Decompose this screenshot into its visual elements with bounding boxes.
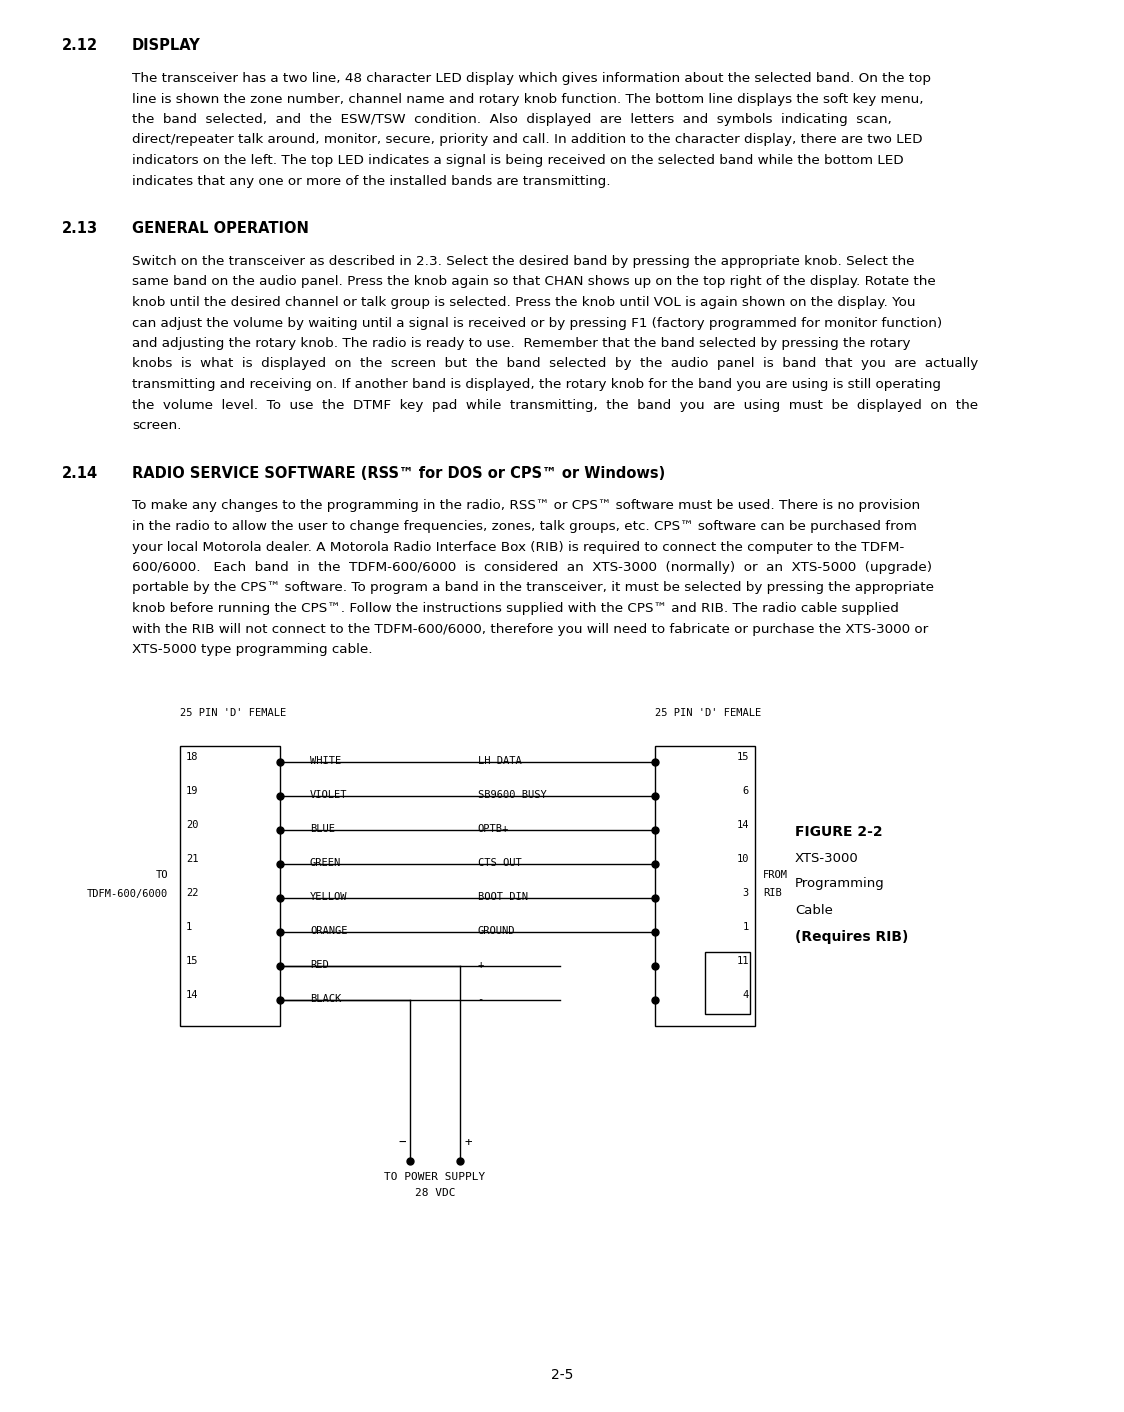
Bar	[655, 746, 755, 1025]
Text: 21: 21	[185, 853, 199, 864]
Text: 14: 14	[736, 819, 749, 829]
Text: 19: 19	[185, 785, 199, 795]
Text: 2.14: 2.14	[62, 466, 98, 480]
Text: 4: 4	[743, 990, 749, 1000]
Text: SB9600 BUSY: SB9600 BUSY	[478, 791, 546, 801]
Text: BLUE: BLUE	[310, 825, 335, 834]
Text: +: +	[464, 1137, 472, 1149]
Text: LH DATA: LH DATA	[478, 757, 522, 767]
Text: line is shown the zone number, channel name and rotary knob function. The bottom: line is shown the zone number, channel n…	[132, 93, 924, 106]
Text: 28 VDC: 28 VDC	[415, 1189, 455, 1199]
Text: knobs  is  what  is  displayed  on  the  screen  but  the  band  selected  by  t: knobs is what is displayed on the screen…	[132, 357, 978, 370]
Text: −: −	[398, 1137, 406, 1149]
Text: 2-5: 2-5	[551, 1368, 573, 1382]
Text: (Requires RIB): (Requires RIB)	[795, 929, 908, 943]
Text: GROUND: GROUND	[478, 926, 515, 936]
Text: the  band  selected,  and  the  ESW/TSW  condition.  Also  displayed  are  lette: the band selected, and the ESW/TSW condi…	[132, 113, 891, 126]
Text: +: +	[478, 960, 483, 970]
Text: with the RIB will not connect to the TDFM-600/6000, therefore you will need to f: with the RIB will not connect to the TDF…	[132, 623, 928, 635]
Text: BLACK: BLACK	[310, 994, 342, 1004]
Text: 15: 15	[185, 956, 199, 966]
Text: To make any changes to the programming in the radio, RSS™ or CPS™ software must : To make any changes to the programming i…	[132, 500, 921, 513]
Text: -: -	[478, 994, 483, 1004]
Text: WHITE: WHITE	[310, 757, 342, 767]
Text: direct/repeater talk around, monitor, secure, priority and call. In addition to : direct/repeater talk around, monitor, se…	[132, 134, 923, 147]
Text: 2.13: 2.13	[62, 222, 98, 236]
Text: ORANGE: ORANGE	[310, 926, 347, 936]
Text: GENERAL OPERATION: GENERAL OPERATION	[132, 222, 309, 236]
Text: 3: 3	[743, 888, 749, 898]
Text: VIOLET: VIOLET	[310, 791, 347, 801]
Text: 11: 11	[736, 956, 749, 966]
Text: transmitting and receiving on. If another band is displayed, the rotary knob for: transmitting and receiving on. If anothe…	[132, 378, 941, 391]
Text: 25 PIN 'D' FEMALE: 25 PIN 'D' FEMALE	[180, 709, 287, 719]
Text: The transceiver has a two line, 48 character LED display which gives information: The transceiver has a two line, 48 chara…	[132, 72, 931, 85]
Text: TO: TO	[155, 871, 167, 881]
Bar	[180, 746, 280, 1025]
Text: YELLOW: YELLOW	[310, 892, 347, 902]
Text: TO POWER SUPPLY: TO POWER SUPPLY	[384, 1172, 486, 1182]
Text: Programming: Programming	[795, 877, 885, 891]
Text: your local Motorola dealer. A Motorola Radio Interface Box (RIB) is required to : your local Motorola dealer. A Motorola R…	[132, 541, 904, 554]
Text: 15: 15	[736, 751, 749, 761]
Text: 600/6000.   Each  band  in  the  TDFM-600/6000  is  considered  an  XTS-3000  (n: 600/6000. Each band in the TDFM-600/6000…	[132, 561, 932, 575]
Text: RADIO SERVICE SOFTWARE (RSS™ for DOS or CPS™ or Windows): RADIO SERVICE SOFTWARE (RSS™ for DOS or …	[132, 466, 665, 480]
Text: GREEN: GREEN	[310, 858, 342, 868]
Text: XTS-5000 type programming cable.: XTS-5000 type programming cable.	[132, 642, 373, 657]
Text: RED: RED	[310, 960, 328, 970]
Text: can adjust the volume by waiting until a signal is received or by pressing F1 (f: can adjust the volume by waiting until a…	[132, 316, 942, 329]
Text: indicates that any one or more of the installed bands are transmitting.: indicates that any one or more of the in…	[132, 175, 610, 188]
Text: indicators on the left. The top LED indicates a signal is being received on the : indicators on the left. The top LED indi…	[132, 154, 904, 167]
Text: in the radio to allow the user to change frequencies, zones, talk groups, etc. C: in the radio to allow the user to change…	[132, 520, 917, 532]
Text: Cable: Cable	[795, 904, 833, 916]
Text: same band on the audio panel. Press the knob again so that CHAN shows up on the : same band on the audio panel. Press the …	[132, 275, 936, 288]
Text: RIB: RIB	[763, 888, 782, 898]
Text: BOOT DIN: BOOT DIN	[478, 892, 527, 902]
Text: 2.12: 2.12	[62, 38, 98, 54]
Text: knob until the desired channel or talk group is selected. Press the knob until V: knob until the desired channel or talk g…	[132, 297, 916, 309]
Text: OPTB+: OPTB+	[478, 825, 509, 834]
Text: the  volume  level.  To  use  the  DTMF  key  pad  while  transmitting,  the  ba: the volume level. To use the DTMF key pa…	[132, 398, 978, 411]
Text: and adjusting the rotary knob. The radio is ready to use.  Remember that the ban: and adjusting the rotary knob. The radio…	[132, 337, 910, 350]
Text: FROM: FROM	[763, 871, 788, 881]
Text: screen.: screen.	[132, 419, 181, 432]
Text: 18: 18	[185, 751, 199, 761]
Bar	[705, 952, 750, 1014]
Text: FIGURE 2-2: FIGURE 2-2	[795, 826, 882, 840]
Text: 1: 1	[743, 922, 749, 932]
Text: 14: 14	[185, 990, 199, 1000]
Text: 6: 6	[743, 785, 749, 795]
Text: CTS OUT: CTS OUT	[478, 858, 522, 868]
Text: 22: 22	[185, 888, 199, 898]
Text: Switch on the transceiver as described in 2.3. Select the desired band by pressi: Switch on the transceiver as described i…	[132, 256, 915, 268]
Text: 10: 10	[736, 853, 749, 864]
Text: TDFM-600/6000: TDFM-600/6000	[87, 888, 167, 898]
Text: 1: 1	[185, 922, 192, 932]
Text: DISPLAY: DISPLAY	[132, 38, 201, 54]
Text: XTS-3000: XTS-3000	[795, 851, 859, 864]
Text: 25 PIN 'D' FEMALE: 25 PIN 'D' FEMALE	[655, 709, 761, 719]
Text: knob before running the CPS™. Follow the instructions supplied with the CPS™ and: knob before running the CPS™. Follow the…	[132, 602, 899, 616]
Text: 20: 20	[185, 819, 199, 829]
Text: portable by the CPS™ software. To program a band in the transceiver, it must be : portable by the CPS™ software. To progra…	[132, 582, 934, 594]
